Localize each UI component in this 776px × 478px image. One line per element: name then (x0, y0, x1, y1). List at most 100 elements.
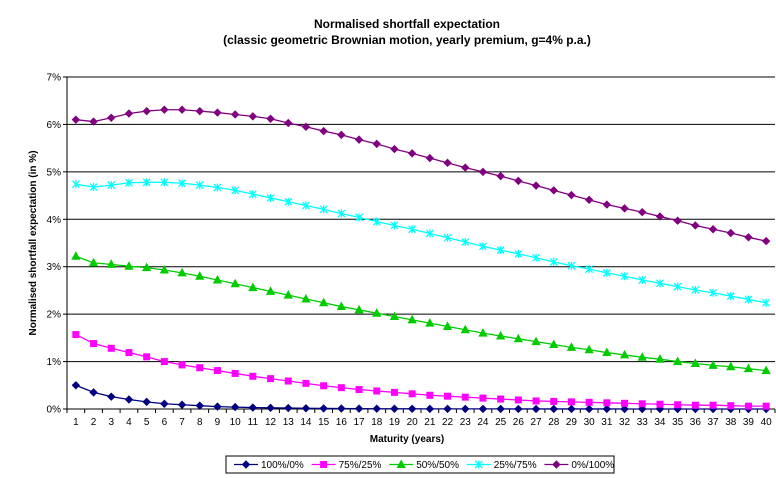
data-point (585, 398, 593, 406)
x-tick-label: 17 (353, 417, 365, 428)
data-point (196, 364, 204, 372)
data-point (88, 257, 99, 267)
data-point (425, 229, 434, 238)
x-tick-label: 34 (654, 417, 666, 428)
data-point (213, 183, 222, 192)
data-point (390, 404, 399, 413)
data-point (195, 106, 204, 116)
x-tick-label: 14 (300, 417, 312, 428)
data-point (319, 297, 329, 307)
x-tick-label: 24 (477, 417, 489, 428)
data-point (638, 275, 647, 284)
data-point (249, 372, 257, 380)
x-tick-label: 23 (460, 417, 472, 428)
x-tick-label: 15 (318, 417, 330, 428)
x-tick-label: 37 (707, 417, 719, 428)
data-point (212, 274, 223, 284)
data-point (354, 404, 364, 413)
data-point (584, 195, 594, 205)
x-tick-label: 29 (566, 417, 578, 428)
y-tick-label: 6% (47, 120, 62, 131)
data-point (267, 375, 275, 383)
y-tick-label: 4% (47, 215, 62, 226)
data-point (549, 404, 558, 414)
data-point (266, 114, 275, 123)
data-point (709, 401, 717, 409)
data-point (443, 404, 452, 414)
x-tick-label: 36 (690, 417, 702, 428)
data-point (107, 392, 116, 401)
data-point (160, 105, 169, 114)
data-point (708, 360, 718, 369)
data-point (284, 197, 293, 206)
data-point (389, 311, 400, 321)
data-point (549, 186, 558, 195)
y-tick-label: 5% (47, 167, 62, 178)
data-point (496, 171, 505, 181)
legend-label: 50%/50% (416, 460, 459, 471)
legend-marker (241, 460, 251, 469)
data-point (655, 279, 664, 288)
data-point (585, 265, 594, 274)
data-point (460, 324, 470, 334)
data-point (177, 400, 187, 409)
data-point (567, 190, 576, 200)
data-point (124, 261, 134, 270)
data-point (71, 115, 81, 124)
data-point (620, 404, 629, 414)
data-point (125, 349, 133, 357)
y-tick-label: 2% (47, 310, 62, 321)
data-point (107, 344, 115, 352)
data-point (514, 176, 523, 186)
data-point (567, 261, 576, 270)
data-point (497, 395, 505, 403)
data-point (284, 118, 293, 128)
data-point (514, 396, 522, 404)
x-tick-label: 3 (108, 417, 114, 428)
data-point (656, 400, 664, 408)
data-point (373, 387, 381, 395)
data-point (355, 386, 363, 394)
x-tick-label: 31 (601, 417, 613, 428)
data-point (248, 282, 258, 292)
data-point (372, 217, 381, 226)
data-point (708, 225, 718, 234)
data-point (478, 404, 488, 414)
data-point (602, 404, 612, 414)
data-point (213, 367, 221, 375)
data-point (531, 404, 541, 414)
data-point (355, 213, 364, 222)
data-point (442, 321, 453, 330)
data-point (478, 167, 488, 177)
data-point (744, 233, 753, 242)
data-point (549, 257, 558, 266)
data-point (89, 117, 98, 126)
plot-area (67, 77, 775, 409)
x-tick-label: 19 (389, 417, 401, 428)
legend-marker (396, 459, 406, 468)
legend-marker (552, 460, 561, 469)
data-point (567, 404, 576, 414)
data-point (124, 395, 134, 404)
series-line (75, 109, 767, 242)
data-point (478, 242, 487, 251)
data-point (337, 209, 346, 218)
data-point (407, 149, 417, 158)
x-tick-label: 2 (91, 417, 97, 428)
data-point (178, 179, 187, 188)
data-point (620, 272, 629, 281)
x-tick-label: 25 (495, 417, 507, 428)
data-point (550, 397, 558, 405)
x-tick-label: 10 (230, 417, 242, 428)
data-point (178, 361, 186, 369)
data-point (319, 404, 328, 413)
data-point (89, 388, 98, 397)
data-point (673, 216, 682, 225)
x-tick-label: 33 (637, 417, 649, 428)
data-point (549, 339, 559, 348)
data-point (637, 352, 647, 361)
legend-label: 75%/25% (339, 460, 382, 471)
data-point (248, 403, 258, 412)
data-point (691, 221, 700, 230)
data-point (461, 238, 470, 247)
